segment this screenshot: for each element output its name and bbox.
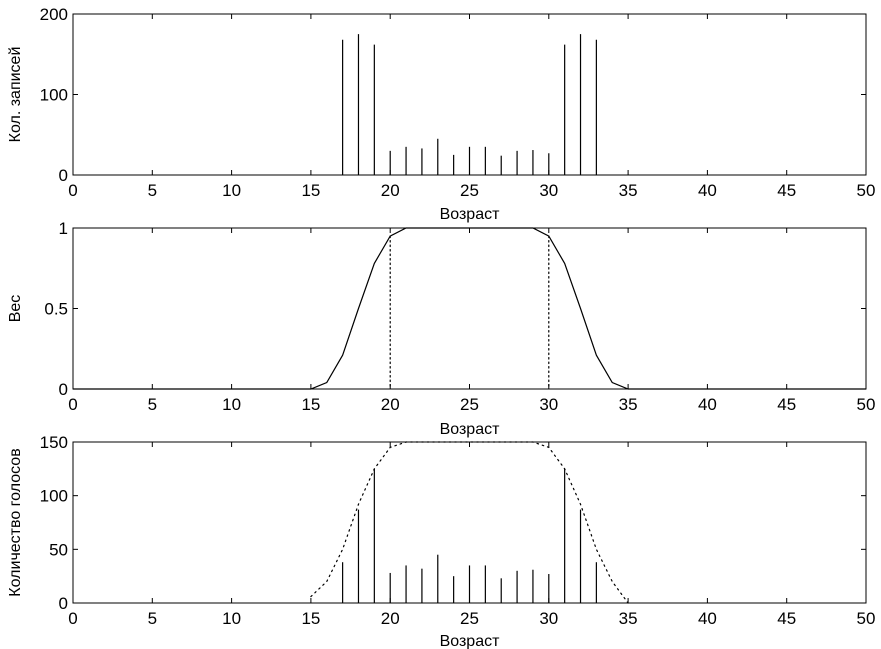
x-tick-label: 25 [460, 395, 479, 414]
y-tick-label: 1 [59, 219, 68, 238]
x-tick-label: 35 [619, 395, 638, 414]
x-axis-label: Возраст [440, 421, 501, 438]
x-axis-label: Возраст [440, 206, 501, 223]
y-tick-label: 0 [59, 594, 68, 613]
panel-vote-count: 0 5 10 15 20 25 30 35 40 45 50 0 50 100 150 Возраст Коли… [7, 433, 875, 649]
x-tick-label: 15 [301, 181, 320, 200]
y-axis-label: Вес [7, 295, 24, 323]
x-tick-label: 15 [301, 609, 320, 628]
x-tick-label: 45 [777, 395, 796, 414]
x-tick-label: 25 [460, 181, 479, 200]
y-tick-label: 0.5 [44, 300, 68, 319]
y-tick-label: 50 [49, 540, 68, 559]
plot-frame [72, 227, 867, 390]
x-tick-label: 5 [148, 181, 157, 200]
x-tick-label: 50 [857, 395, 876, 414]
x-axis-label: Возраст [440, 633, 501, 649]
x-tick-label: 50 [857, 181, 876, 200]
x-tick-label: 25 [460, 609, 479, 628]
x-tick-label: 40 [698, 609, 717, 628]
x-tick-label: 35 [619, 609, 638, 628]
x-tick-label: 40 [698, 395, 717, 414]
x-tick-label: 50 [857, 609, 876, 628]
x-tick-label: 35 [619, 181, 638, 200]
x-tick-label: 0 [68, 395, 77, 414]
x-tick-label: 5 [148, 395, 157, 414]
y-tick-label: 100 [40, 86, 68, 105]
x-tick-label: 20 [381, 395, 400, 414]
x-tick-label: 20 [381, 181, 400, 200]
y-axis-label: Количество голосов [7, 448, 24, 596]
x-tick-label: 10 [222, 609, 241, 628]
x-tick-label: 45 [777, 609, 796, 628]
x-tick-label: 10 [222, 395, 241, 414]
x-tick-label: 5 [148, 609, 157, 628]
y-tick-label: 100 [40, 487, 68, 506]
y-tick-label: 0 [59, 380, 68, 399]
x-tick-label: 45 [777, 181, 796, 200]
panel-weight: 0 5 10 15 20 25 30 35 40 45 50 0 0.5 1 Возраст Вес [7, 219, 875, 438]
x-tick-label: 10 [222, 181, 241, 200]
x-tick-label: 15 [301, 395, 320, 414]
y-tick-label: 0 [59, 166, 68, 185]
panel-record-count: 0 5 10 15 20 25 30 35 40 45 50 0 100 200 Возраст Кол. з… [7, 5, 875, 223]
y-tick-label: 200 [40, 5, 68, 24]
y-axis-label: Кол. записей [7, 47, 24, 143]
x-tick-label: 0 [68, 609, 77, 628]
x-tick-label: 30 [539, 395, 558, 414]
weight-line [73, 227, 866, 390]
x-tick-label: 0 [68, 181, 77, 200]
x-tick-label: 40 [698, 181, 717, 200]
x-tick-label: 30 [539, 181, 558, 200]
x-tick-label: 30 [539, 609, 558, 628]
x-tick-label: 20 [381, 609, 400, 628]
y-tick-label: 150 [40, 433, 68, 452]
